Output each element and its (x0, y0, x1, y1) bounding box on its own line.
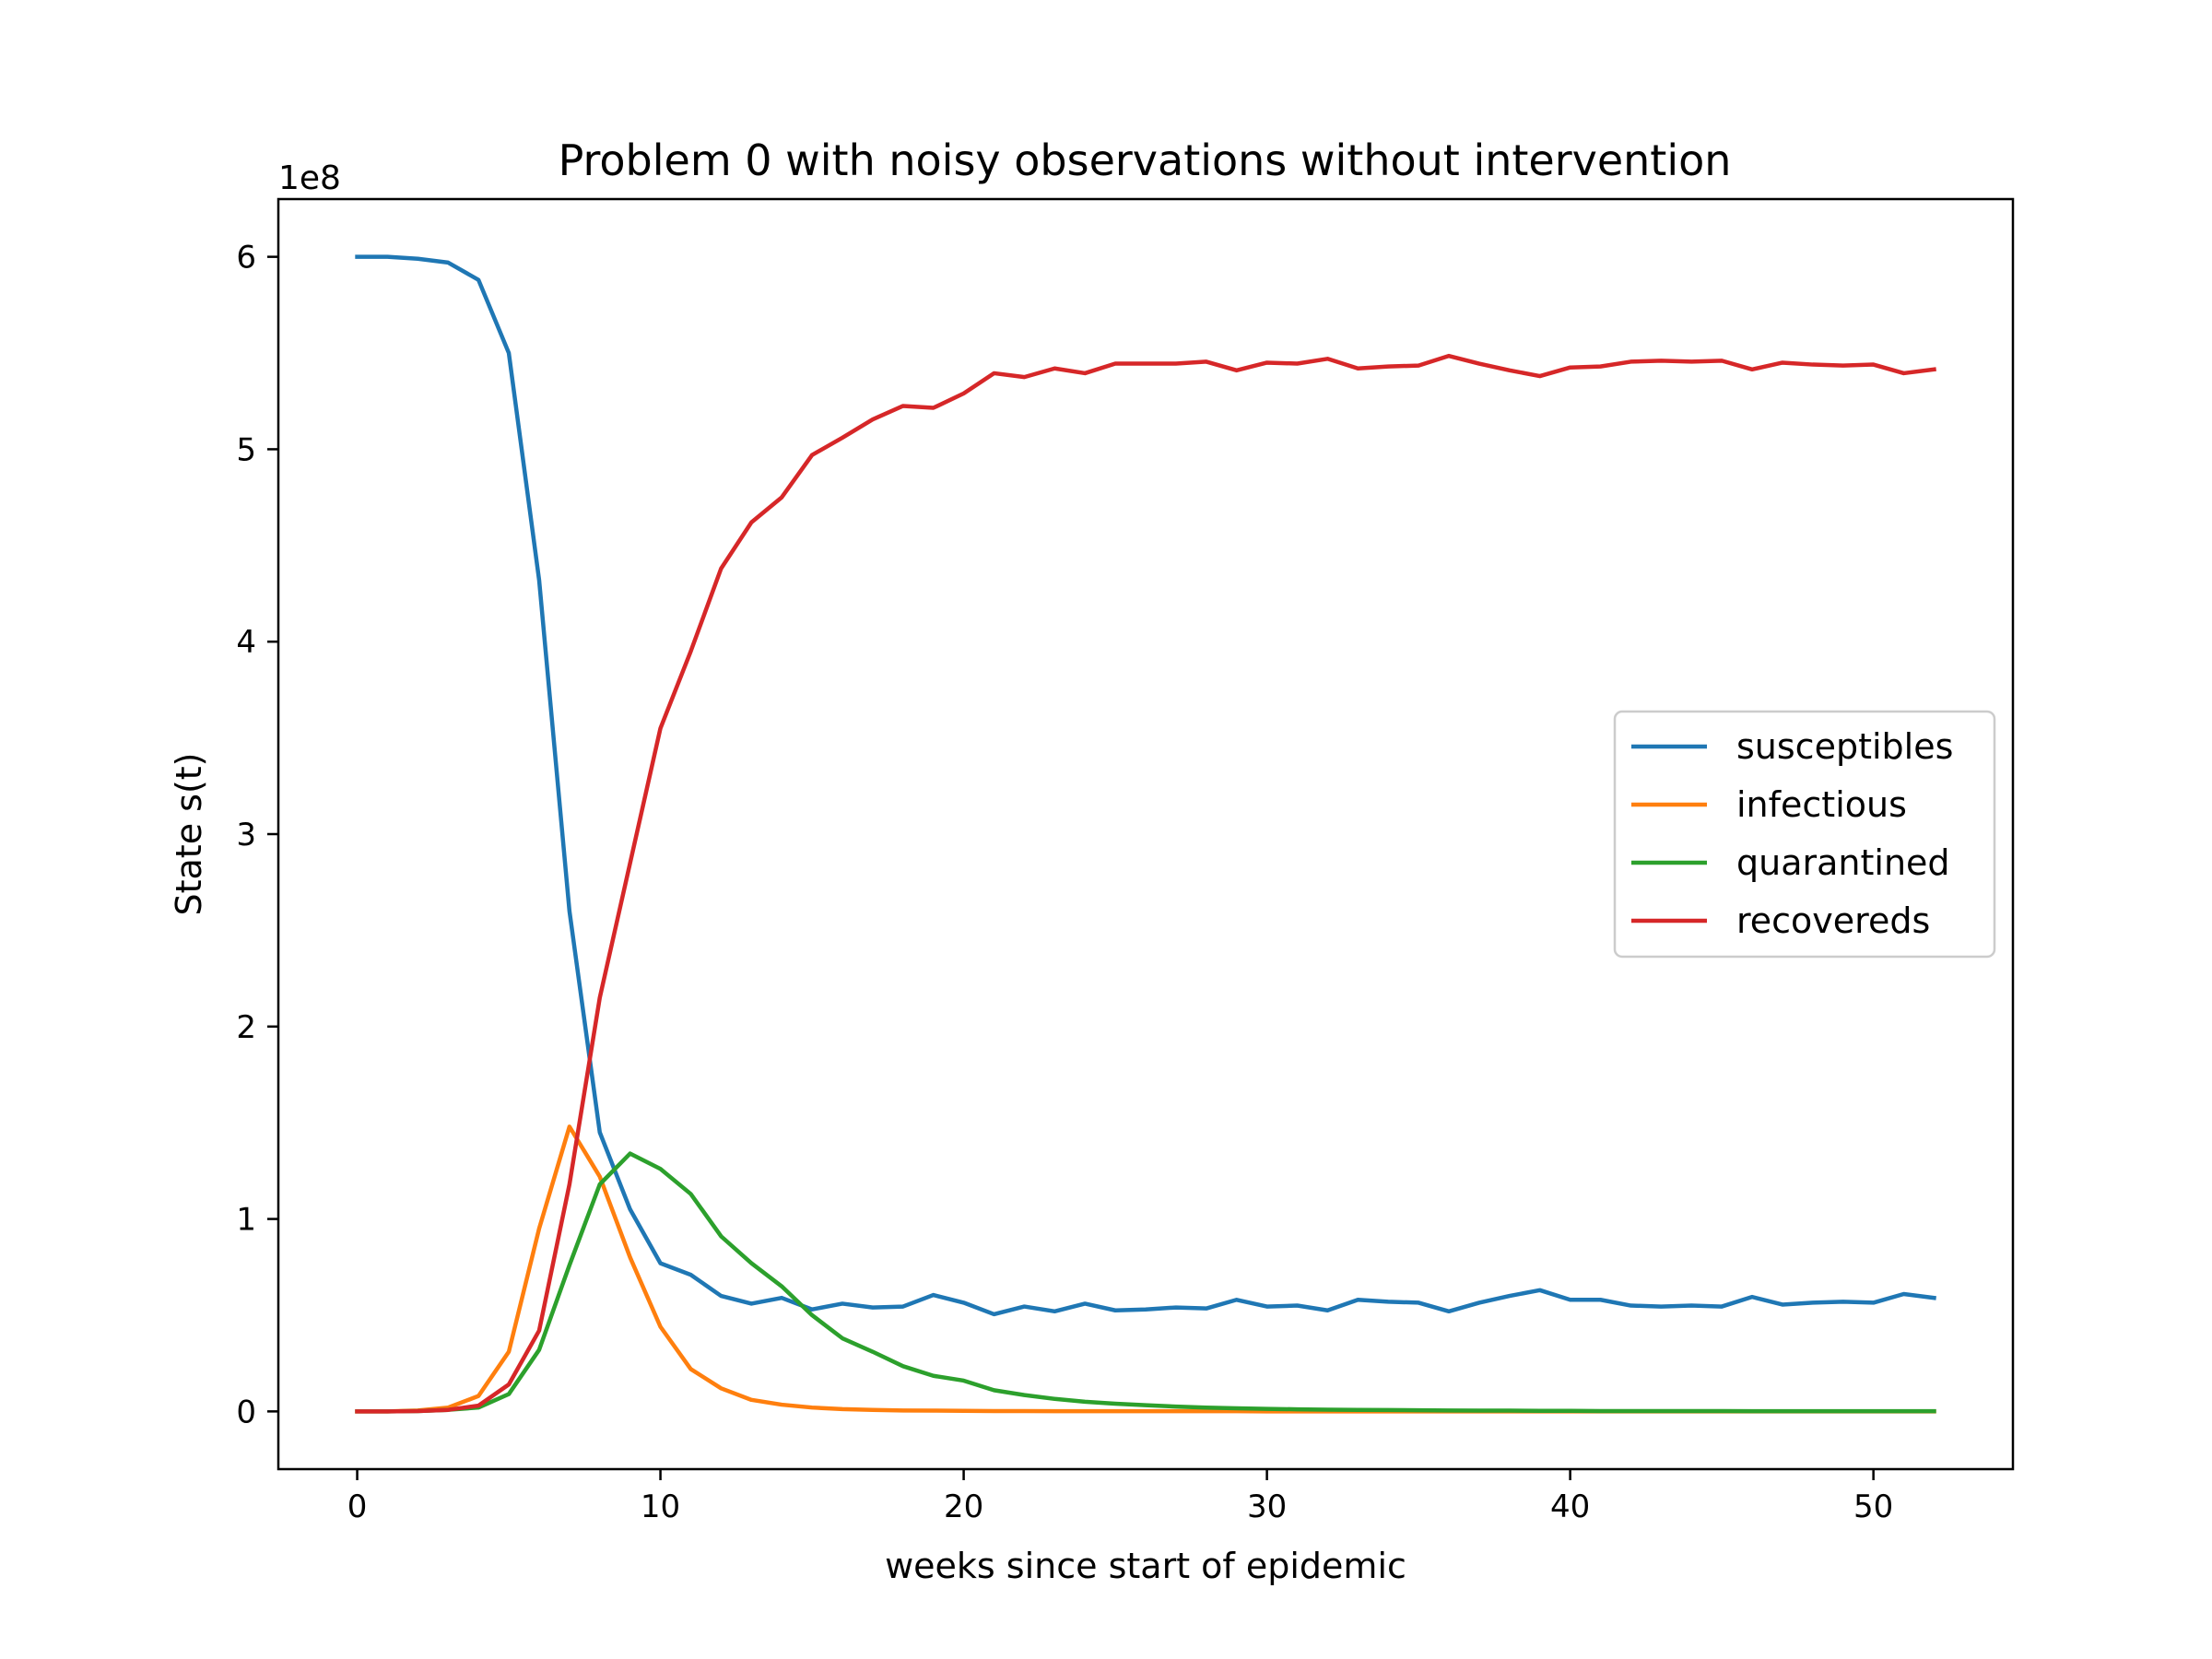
legend: susceptibles infectious quarantined recover… (1613, 710, 1996, 959)
plot-area (276, 197, 2015, 1471)
series-layer (355, 254, 1936, 1414)
y-axis-offset-label: 1e8 (278, 159, 341, 197)
y-tick-label: 6 (236, 240, 256, 276)
x-tick-label: 30 (1247, 1488, 1287, 1525)
y-axis-label: State s(t) (169, 752, 209, 915)
legend-label-quarantined: quarantined (1736, 842, 1950, 883)
x-tick-label: 0 (347, 1488, 368, 1525)
x-tick-label: 40 (1550, 1488, 1590, 1525)
y-tick-label: 3 (236, 817, 256, 853)
x-axis: 0 10 20 30 40 50 (347, 1469, 1893, 1525)
y-axis: 0 1 2 3 4 5 6 (236, 240, 278, 1430)
series-line-susceptibles (355, 254, 1936, 1317)
x-tick-label: 10 (641, 1488, 680, 1525)
x-tick-label: 50 (1853, 1488, 1893, 1525)
series-line-recovereds (355, 353, 1936, 1414)
y-tick-label: 0 (236, 1394, 256, 1430)
x-tick-label: 20 (944, 1488, 983, 1525)
legend-label-infectious: infectious (1736, 784, 1907, 825)
legend-label-recovereds: recovereds (1736, 900, 1930, 941)
y-tick-label: 5 (236, 431, 256, 468)
legend-frame (1613, 710, 1996, 959)
series-line-quarantined (355, 1151, 1936, 1414)
x-axis-label: weeks since start of epidemic (885, 1546, 1406, 1586)
y-tick-label: 2 (236, 1009, 256, 1046)
chart-title: Problem 0 with noisy observations withou… (559, 135, 1732, 185)
y-tick-label: 4 (236, 624, 256, 661)
y-tick-label: 1 (236, 1202, 256, 1239)
legend-label-susceptibles: susceptibles (1736, 726, 1953, 767)
